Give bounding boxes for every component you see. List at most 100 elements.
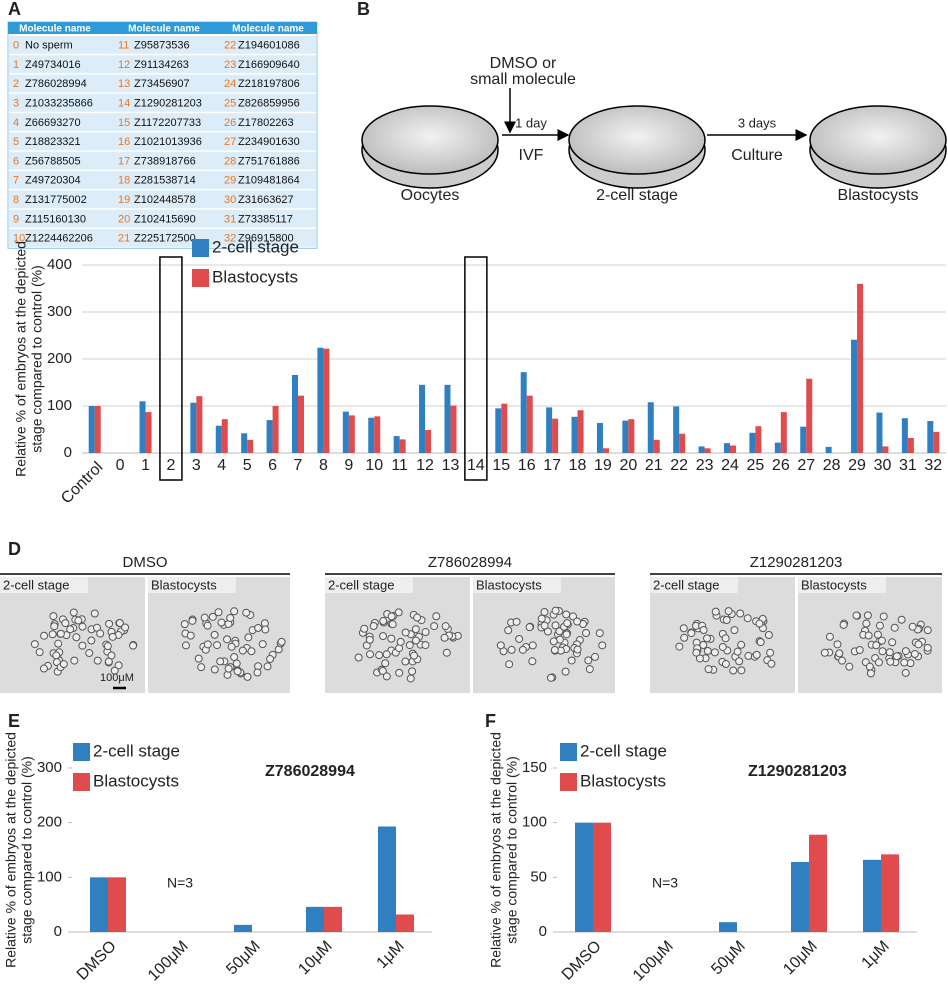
embryo [56, 629, 65, 638]
embryo [825, 632, 834, 641]
bar [90, 877, 108, 932]
x-tick-label: 100μM [145, 938, 192, 985]
legend-swatch [560, 773, 577, 791]
embryo [387, 612, 396, 621]
embryo [227, 642, 236, 651]
bar [628, 419, 635, 453]
embryo [756, 638, 765, 647]
embryo [39, 664, 48, 673]
embryo [194, 654, 203, 663]
treatment: DMSO or [490, 55, 557, 72]
name-cell: Z1033235866 [25, 97, 93, 109]
table-header [8, 22, 317, 34]
index-cell: 24 [224, 78, 236, 90]
x-tick-label: DMSO [74, 938, 120, 984]
embryo [537, 614, 546, 623]
embryo [365, 635, 374, 644]
embryo [200, 613, 209, 622]
legend-label: Blastocysts [580, 771, 666, 790]
header-cell: Molecule name [232, 24, 304, 35]
legend-swatch [73, 743, 90, 761]
table-row [9, 190, 316, 209]
x-tick-label: 7 [294, 457, 303, 474]
image-group: Z786028994 [428, 554, 512, 571]
bar [221, 419, 228, 453]
embryo [413, 613, 422, 622]
embryo [595, 629, 604, 638]
embryo [210, 630, 219, 639]
image-stage: Blastocysts [801, 577, 867, 592]
index-cell: 1 [13, 59, 19, 71]
chart-subtitle: Z1290281203 [748, 763, 847, 780]
embryo [885, 648, 894, 657]
embryo [216, 657, 225, 666]
stage: Blastocysts [838, 187, 919, 204]
x-tick-label: 19 [594, 457, 612, 474]
embryo [217, 618, 226, 627]
x-tick-label: 32 [924, 457, 942, 474]
embryo [52, 651, 61, 660]
name-cell: Z1172207733 [134, 117, 201, 129]
y-tick-label: 100 [37, 868, 62, 885]
x-tick-label: 31 [899, 457, 917, 474]
highlight-box [159, 256, 183, 481]
legend-swatch [192, 239, 209, 257]
name-cell: Z1224462206 [25, 233, 93, 245]
embryo [729, 666, 738, 675]
index-cell: 17 [118, 155, 130, 167]
panel-label: D [8, 539, 21, 559]
embryo [230, 607, 239, 616]
x-tick-label: 21 [645, 457, 663, 474]
bar [526, 395, 533, 453]
name-cell: Z49720304 [25, 175, 81, 187]
bar [323, 348, 330, 453]
panel-label: B [357, 0, 370, 19]
embryo [835, 649, 844, 658]
x-tick-label: 50μM [223, 938, 264, 979]
name-cell: Z18823321 [25, 136, 81, 148]
embryo [387, 634, 396, 643]
index-cell: 14 [118, 97, 130, 109]
embryo [873, 630, 882, 639]
bar [317, 347, 324, 453]
bar [857, 283, 864, 453]
header-cell: Molecule name [128, 24, 200, 35]
bar [593, 822, 611, 932]
x-tick-label: 10 [365, 457, 383, 474]
y-tick-label: 0 [54, 923, 62, 940]
image-stage: Blastocysts [476, 577, 542, 592]
embryo [839, 620, 848, 629]
bar [698, 446, 705, 453]
panel-label: A [8, 0, 21, 19]
y-tick-label: 0 [539, 923, 547, 940]
bar [907, 437, 914, 453]
label-bg [798, 577, 886, 593]
x-tick-label: DMSO [559, 938, 605, 984]
diagram: DMSO or small molecule 1 day IVF 3 days … [361, 55, 947, 204]
bar [749, 432, 756, 453]
bar [139, 401, 146, 453]
photo [473, 577, 615, 693]
embryo [504, 626, 513, 635]
stage: 2-cell stage [596, 187, 678, 204]
name-cell: Z166909640 [238, 59, 300, 71]
embryo [382, 672, 391, 681]
embryo [40, 631, 49, 640]
embryo [710, 648, 719, 657]
x-tick-label: 12 [416, 457, 434, 474]
table-row [9, 93, 316, 112]
embryo [703, 634, 712, 643]
embryo [395, 668, 404, 677]
embryo [724, 607, 733, 616]
embryo [379, 617, 388, 626]
embryo [254, 623, 263, 632]
bar [145, 412, 152, 453]
index-cell: 28 [224, 155, 236, 167]
x-tick-label: 10μM [295, 938, 336, 979]
x-tick-label: 16 [518, 457, 536, 474]
embryo [258, 640, 267, 649]
y-tick-label: 200 [47, 350, 72, 367]
embryo [518, 645, 527, 654]
embryo [900, 658, 909, 667]
embryo [737, 666, 746, 675]
